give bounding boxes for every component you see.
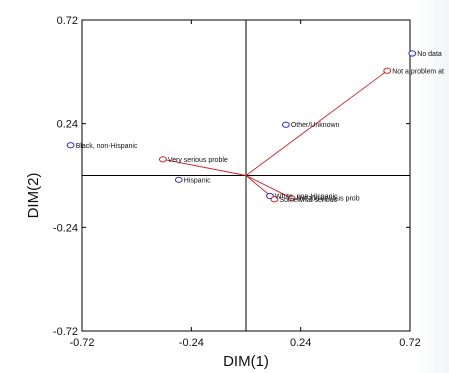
data-markers [66,50,417,203]
point-label-no-data: No data [417,51,442,58]
point-label-white-non-hispanic: White, non-Hispanic [275,194,338,201]
y-tick-label: 0.24 [57,119,78,131]
point-marker-not-too-serious-prob [287,195,296,202]
point-label-hispanic: Hispanic [184,177,211,184]
point-marker-very-serious-proble [158,156,167,163]
point-label-somewhat-serious: Somewhat serious [279,197,337,204]
axis-ticks: -0.72 -0.24 0.24 0.72 0.72 0.24 -0.24 -0.72 [53,15,421,349]
y-tick-label: -0.24 [53,222,78,234]
point-label-other-unknown: Other/Unknown [291,122,340,129]
vector-line-not-too-serious-prob [245,175,292,199]
y-tick-label: -0.72 [53,326,78,338]
vector-line-not-a-problem-at [245,70,388,176]
point-marker-black-non-hispanic [66,142,75,149]
point-marker-no-data [408,50,417,57]
point-labels: No data Other/Unknown Black, non-Hispanic H… [76,51,444,204]
y-axis-title: DIM(2) [25,173,42,219]
x-axis-title: DIM(1) [223,353,269,370]
point-label-not-a-problem-at: Not a problem at [392,68,444,75]
x-tick-label: 0.24 [290,337,311,349]
point-marker-not-a-problem-at [383,67,392,74]
y-tick-label: 0.72 [57,15,78,27]
vector-line-very-serious-proble [162,158,247,176]
x-tick-label: -0.72 [69,337,94,349]
point-marker-hispanic [174,176,183,183]
point-marker-other-unknown [281,121,290,128]
point-label-not-too-serious-prob: Not too serious prob [297,196,360,203]
point-label-black-non-hispanic: Black, non-Hispanic [76,143,138,150]
x-tick-label: -0.24 [179,337,204,349]
x-tick-label: 0.72 [399,337,420,349]
point-label-very-serious-proble: Very serious proble [168,157,228,164]
point-marker-somewhat-serious [270,196,279,203]
